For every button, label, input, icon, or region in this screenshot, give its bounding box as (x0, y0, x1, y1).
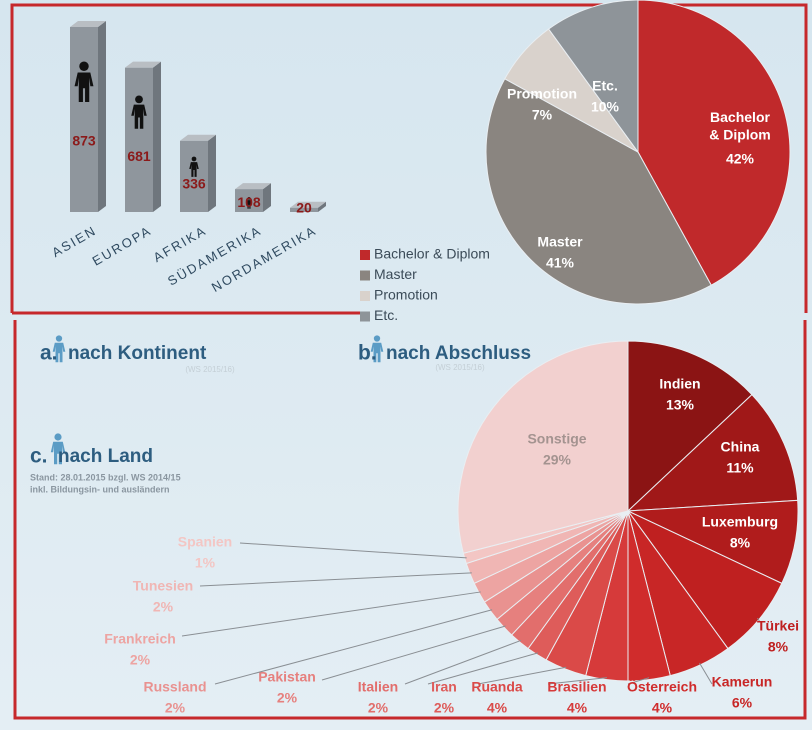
slice-value-label: 2% (165, 700, 186, 716)
panel-note: inkl. Bildungsin- und ausländern (30, 484, 170, 494)
leader-line (181, 591, 481, 637)
pie-slice (627, 340, 753, 513)
slice-label: Iran (431, 679, 457, 695)
slice-label: Italien (358, 679, 398, 695)
panel-title: nach Abschluss (386, 343, 531, 364)
panel-subtitle: (WS 2015/16) (185, 365, 235, 374)
legend-swatch (360, 250, 370, 260)
slice-value-label: 2% (130, 652, 151, 668)
pie-slice (485, 78, 712, 305)
bar-top (235, 183, 271, 190)
leader-line (199, 572, 472, 587)
slice-value-label: 29% (543, 452, 572, 468)
value-label: 108 (237, 194, 261, 210)
bar-side (98, 21, 106, 212)
slice-value-label: 41% (546, 255, 575, 271)
slice-value-label: 1% (195, 555, 216, 571)
slice-label: Ruanda (471, 679, 523, 695)
bar (125, 67, 153, 212)
slice-label: Sonstige (527, 431, 586, 447)
slice-value-label: 2% (277, 690, 298, 706)
pie-slice (547, 0, 639, 154)
panel-label: c. (30, 445, 48, 468)
value-label: 681 (127, 148, 151, 164)
leader-line (699, 662, 713, 685)
panel-title: nach Kontinent (68, 343, 207, 364)
value-label: 873 (72, 132, 96, 148)
pie-slice (457, 340, 629, 554)
legend-label: Bachelor & Diplom (374, 246, 490, 262)
slice-value-label: 7% (532, 107, 553, 123)
bar-top (70, 21, 106, 27)
slice-value-label: 4% (487, 700, 508, 716)
slice-value-label: 4% (652, 700, 673, 716)
leader-line (321, 625, 506, 681)
slice-label: Pakistan (258, 669, 316, 685)
slice-label: Brasilien (547, 679, 606, 695)
slice-label: Promotion (507, 86, 577, 102)
slice-label: Indien (659, 376, 700, 392)
leader-line (427, 652, 539, 685)
legend-swatch (360, 311, 370, 322)
slice-value-label: 10% (591, 99, 620, 115)
pie-slice (626, 393, 799, 512)
bar (180, 140, 208, 212)
panel-note: Stand: 28.01.2015 bzgl. WS 2014/15 (30, 472, 181, 482)
leader-line (547, 677, 607, 685)
slice-value-label: 8% (768, 639, 789, 655)
bar (290, 207, 318, 212)
slice-label: Türkei (757, 618, 799, 634)
leader-line (404, 639, 522, 685)
frame-top (10, 3, 808, 313)
bar-side (208, 134, 216, 212)
slice-label: Bachelor & Diplom (709, 109, 770, 143)
slice-label: Frankreich (104, 631, 176, 647)
bar-top (125, 61, 161, 68)
pie-slice (637, 0, 791, 286)
bar-side (153, 61, 161, 212)
bar-top (180, 134, 216, 141)
slice-label: Luxemburg (702, 514, 778, 530)
slice-label: Master (537, 234, 583, 250)
bar-top (290, 201, 326, 208)
slice-label: Russland (143, 679, 206, 695)
slice-value-label: 13% (666, 397, 695, 413)
slice-label: Österreich (627, 679, 697, 695)
slice-label: Tunesien (133, 578, 193, 594)
slice-label: Spanien (178, 534, 232, 550)
legend-swatch (360, 270, 370, 281)
panel-title: nach Land (58, 446, 153, 467)
slice-label: Etc. (592, 78, 618, 94)
leader-line (239, 542, 467, 559)
slice-value-label: 11% (726, 460, 754, 476)
slice-label: China (721, 439, 760, 455)
legend-swatch (360, 291, 370, 301)
frame-bottom (13, 320, 807, 720)
leader-line (477, 666, 567, 685)
panel-subtitle: (WS 2015/16) (435, 363, 485, 372)
slice-value-label: 8% (730, 535, 751, 551)
legend-label: Master (374, 266, 417, 282)
leader-line (627, 677, 650, 685)
legend-label: Promotion (374, 287, 438, 303)
slice-value-label: 2% (368, 700, 389, 716)
bar-side (263, 183, 271, 212)
bar (70, 27, 98, 212)
bar-side (318, 201, 326, 212)
slice-label: Kamerun (712, 674, 773, 690)
legend-label: Etc. (374, 307, 398, 323)
slice-value-label: 42% (726, 151, 755, 167)
value-label: 336 (182, 176, 206, 192)
slice-value-label: 2% (434, 700, 455, 716)
panel-label: a. (40, 342, 58, 365)
leader-line (757, 617, 761, 623)
panel-label: b. (358, 342, 377, 365)
leader-line (214, 609, 493, 685)
slice-value-label: 2% (153, 599, 174, 615)
slice-value-label: 4% (567, 700, 588, 716)
slice-value-label: 6% (732, 695, 753, 711)
value-label: 20 (296, 200, 312, 216)
